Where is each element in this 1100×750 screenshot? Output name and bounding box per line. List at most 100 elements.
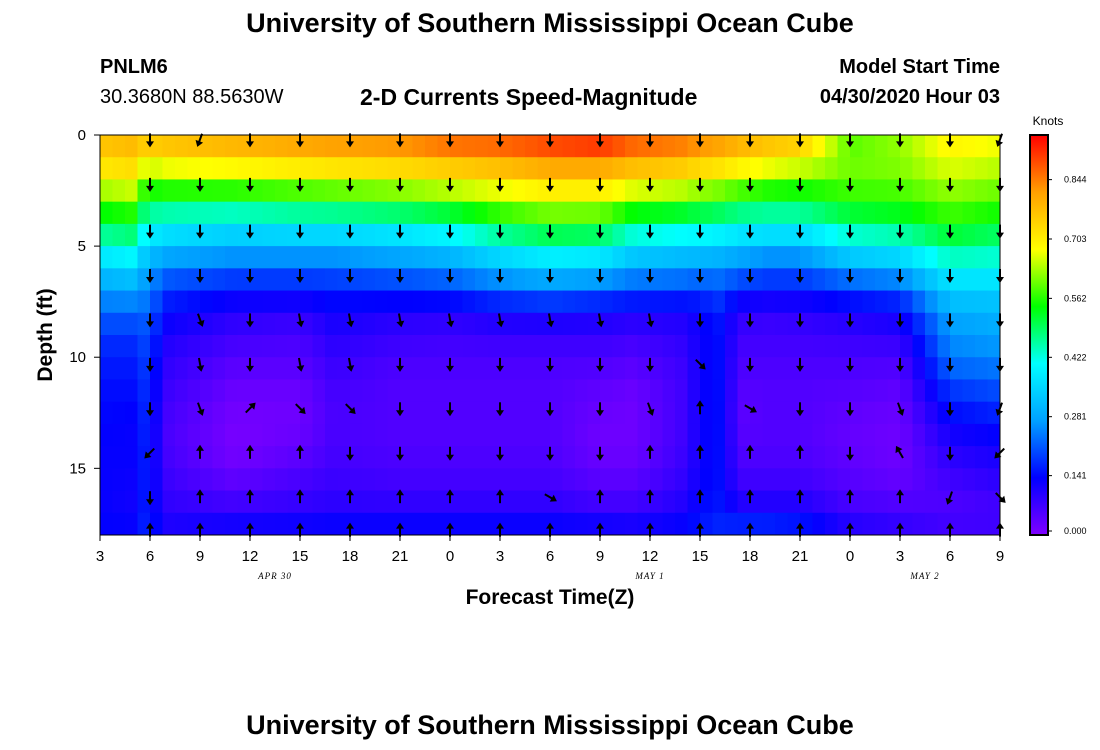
heatmap-cell (150, 490, 164, 514)
heatmap-cell (575, 379, 589, 403)
heatmap-cell (200, 290, 214, 314)
heatmap-cell (125, 468, 139, 492)
heatmap-cell (275, 223, 289, 247)
heatmap-cell (525, 201, 539, 225)
heatmap-cell (562, 157, 576, 181)
heatmap-cell (925, 468, 939, 492)
heatmap-cell (325, 157, 339, 181)
heatmap-cell (312, 179, 326, 203)
heatmap-cell (412, 179, 426, 203)
heatmap-cell (775, 312, 789, 336)
heatmap-cell (600, 246, 614, 269)
heatmap-cell (300, 335, 314, 358)
heatmap-cell (187, 268, 201, 292)
current-vector-arrow (446, 313, 455, 328)
heatmap-cell (612, 379, 626, 403)
heatmap-cell (675, 423, 689, 447)
heatmap-cell (987, 335, 1000, 358)
heatmap-cell (650, 423, 664, 447)
heatmap-cell (512, 401, 526, 425)
heatmap-cell (412, 423, 426, 447)
heatmap-cell (950, 379, 964, 403)
heatmap-cell (887, 312, 901, 336)
heatmap-cell (325, 401, 339, 425)
heatmap-cell (962, 490, 976, 514)
heatmap-cell (450, 290, 464, 314)
heatmap-cell (900, 179, 914, 203)
heatmap-cell (525, 446, 539, 469)
current-vector-arrow (196, 489, 204, 504)
heatmap-cell (175, 468, 189, 492)
heatmap-cell (450, 446, 464, 469)
heatmap-cell (562, 268, 576, 292)
heatmap-cell (400, 268, 414, 292)
heatmap-cell (862, 157, 876, 181)
date-label: APR 30 (257, 571, 292, 581)
heatmap-cell (800, 290, 814, 314)
heatmap-cell (350, 312, 364, 336)
current-vector-arrow (345, 403, 356, 414)
heatmap-cell (575, 335, 589, 358)
heatmap-cell (662, 290, 676, 314)
heatmap-cell (562, 223, 576, 247)
heatmap-cell (850, 379, 864, 403)
heatmap-cell (200, 512, 214, 535)
heatmap-cell (387, 135, 401, 158)
heatmap-cell (150, 312, 164, 336)
heatmap-cell (812, 512, 826, 535)
current-vector-arrow (796, 313, 804, 328)
heatmap-cell (925, 179, 939, 203)
heatmap-cell (687, 423, 701, 447)
heatmap-cell (462, 335, 476, 358)
heatmap-cell (287, 468, 301, 492)
heatmap-cell (275, 312, 289, 336)
heatmap-cell (987, 157, 1000, 181)
heatmap-cell (825, 246, 839, 269)
heatmap-cell (650, 268, 664, 292)
heatmap-cell (950, 223, 964, 247)
heatmap-cell (300, 223, 314, 247)
heatmap-cell (975, 135, 989, 158)
heatmap-cell (475, 357, 489, 381)
heatmap-cell (537, 423, 551, 447)
heatmap-cell (600, 401, 614, 425)
heatmap-cell (125, 423, 139, 447)
heatmap-cell (462, 312, 476, 336)
heatmap-cell (850, 201, 864, 225)
heatmap-cell (675, 357, 689, 381)
heatmap-cell (637, 201, 651, 225)
heatmap-cell (200, 268, 214, 292)
heatmap-cell (137, 135, 151, 158)
current-vector-arrow (544, 493, 557, 502)
heatmap-cell (962, 468, 976, 492)
heatmap-cell (850, 268, 864, 292)
current-vector-arrow (596, 357, 604, 372)
current-vector-arrow (246, 224, 254, 239)
heatmap-cell (662, 312, 676, 336)
heatmap-cell (625, 268, 639, 292)
heatmap-cell (612, 179, 626, 203)
heatmap-cell (925, 512, 939, 535)
heatmap-cell (900, 290, 914, 314)
heatmap-cell (575, 468, 589, 492)
heatmap-cell (912, 401, 926, 425)
heatmap-cell (112, 268, 126, 292)
heatmap-cell (850, 312, 864, 336)
heatmap-cell (587, 357, 601, 381)
heatmap-cell (975, 512, 989, 535)
heatmap-cell (825, 379, 839, 403)
heatmap-cell (512, 357, 526, 381)
heatmap-cell (800, 201, 814, 225)
heatmap-cell (300, 468, 314, 492)
current-vector-arrow (596, 177, 604, 192)
heatmap-cell (125, 490, 139, 514)
heatmap-cell (875, 512, 889, 535)
heatmap-cell (450, 335, 464, 358)
heatmap-cell (150, 357, 164, 381)
heatmap-cell (137, 512, 151, 535)
heatmap-cell (775, 512, 789, 535)
heatmap-cell (162, 312, 176, 336)
current-vector-arrow (846, 177, 854, 192)
heatmap-cell (312, 157, 326, 181)
heatmap-cell (437, 246, 451, 269)
